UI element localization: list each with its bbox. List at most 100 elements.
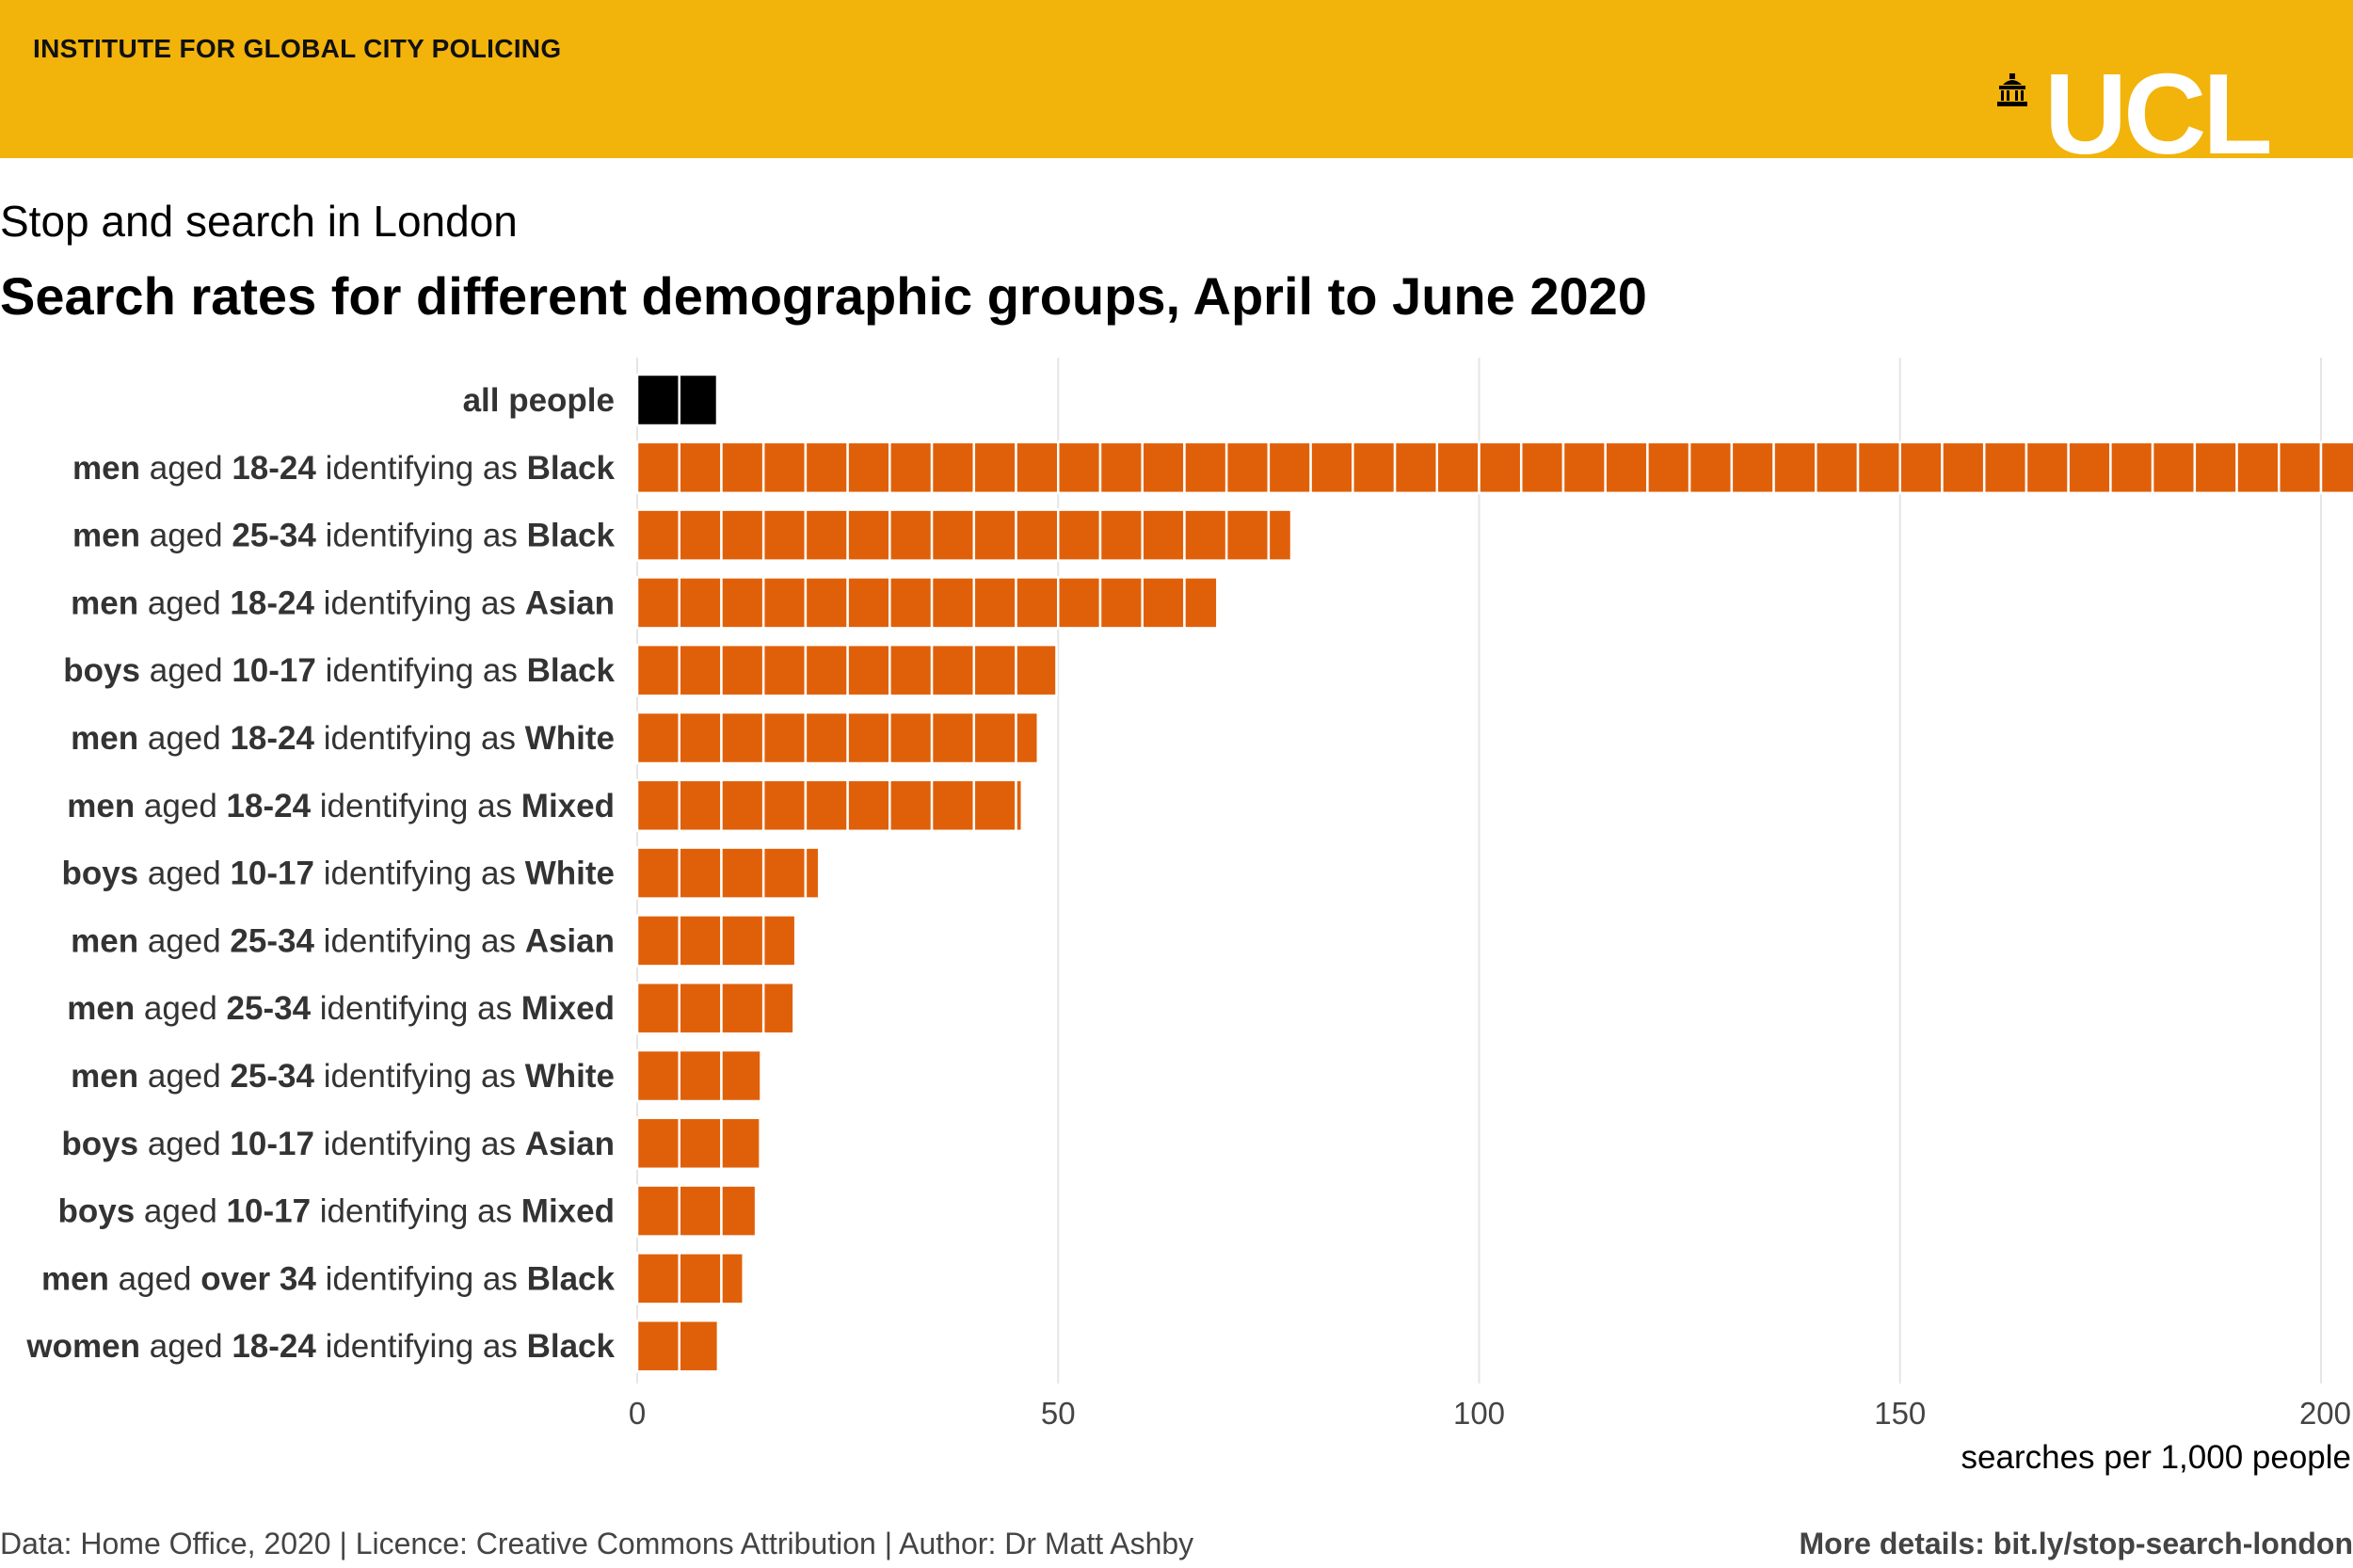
ucl-logo: UCL [1995,56,2311,171]
bar-block [635,914,680,968]
bar-block [635,1319,680,1373]
header-banner: INSTITUTE FOR GLOBAL CITY POLICING UCL [0,0,2353,171]
bar-block [846,508,891,562]
bar-block [1646,440,1691,495]
bar-block [2067,440,2112,495]
bar-block [1856,440,1902,495]
bar-block [1772,440,1817,495]
bar [635,576,1219,630]
footer-more-details: More details: bit.ly/stop-search-london [1799,1527,2353,1560]
bar-block [678,643,723,697]
bar-block [678,1184,723,1238]
bar-block [1015,643,1058,697]
bar-block [804,711,849,765]
bar-block [1183,576,1219,630]
bar-block [1435,440,1481,495]
bar-block [1815,440,1860,495]
bar-block [804,576,849,630]
bar-block [761,914,797,968]
bar-block [678,1252,723,1305]
category-label: all people [463,382,615,419]
bar-block [972,643,1017,697]
bar-block [1982,440,2028,495]
x-tick-label: 0 [629,1396,646,1431]
bar-block [1267,440,1312,495]
category-labels: all people men aged 18-24 identifying as … [25,382,615,1365]
bar-block [1393,440,1439,495]
bar-block [846,778,891,833]
bar-block [761,846,808,900]
bar [635,1048,762,1103]
bar-block [678,1048,723,1103]
building-icon [1997,73,2027,106]
bar-block [2193,440,2238,495]
bar-block [720,778,765,833]
bars [635,373,2353,1373]
bar-block [720,1252,744,1305]
bar [635,440,2353,495]
bar-block [761,508,808,562]
bar-block [972,778,1017,833]
category-label: men aged 25-34 identifying as White [71,1058,615,1095]
bar-block [1352,440,1397,495]
bar-block [678,711,723,765]
bar-block [888,440,934,495]
bar-block [678,778,723,833]
category-label: men aged 18-24 identifying as Asian [71,584,615,621]
category-label: boys aged 10-17 identifying as White [61,856,615,892]
bar-block [1941,440,1986,495]
bar-block [720,1116,761,1171]
bar-block [761,711,808,765]
bar-block [678,576,723,630]
bar-block [635,1116,680,1171]
bar-block [720,440,765,495]
bar-block [720,1048,762,1103]
bar [635,643,1058,697]
bar-block [1519,440,1565,495]
bar-block [635,576,680,630]
bar-block [720,981,765,1035]
bar-block [972,440,1017,495]
bar [635,1116,761,1171]
bar-block [720,914,765,968]
bar-block [678,981,723,1035]
bar-block [1015,440,1060,495]
bar-block [1688,440,1734,495]
bar-block [846,576,891,630]
bar-block [1225,440,1271,495]
chart-subtitle: Stop and search in London [0,197,518,246]
bar-block [930,440,976,495]
bar-block [635,508,680,562]
bar [635,1184,758,1238]
category-label: men aged 18-24 identifying as Mixed [67,788,615,824]
bar-block [720,508,765,562]
bar-block [1098,508,1144,562]
bar-block [846,643,891,697]
bar-block [678,1116,723,1171]
bar-block [2235,440,2281,495]
bar [635,711,1040,765]
bar-block [1015,576,1060,630]
bar-block [930,778,976,833]
bar-block [804,508,849,562]
bar-block [678,508,723,562]
bar-block [635,981,680,1035]
bar [635,373,719,427]
bar-block [888,508,934,562]
bar-block [972,711,1017,765]
bar-block [972,576,1017,630]
bar-block [678,373,719,427]
bar-block [678,914,723,968]
bar-block [1561,440,1607,495]
bar-block [2151,440,2197,495]
bar-block [1604,440,1649,495]
bar-block [1057,508,1102,562]
bar-block [635,1048,680,1103]
bar-block [1898,440,1944,495]
bar-block [720,846,765,900]
bar-block [1098,576,1144,630]
bar-block [678,1319,720,1373]
bar-block [720,576,765,630]
footer-credits: Data: Home Office, 2020 | Licence: Creat… [0,1527,1194,1560]
x-tick-label: 150 [1874,1396,1926,1431]
